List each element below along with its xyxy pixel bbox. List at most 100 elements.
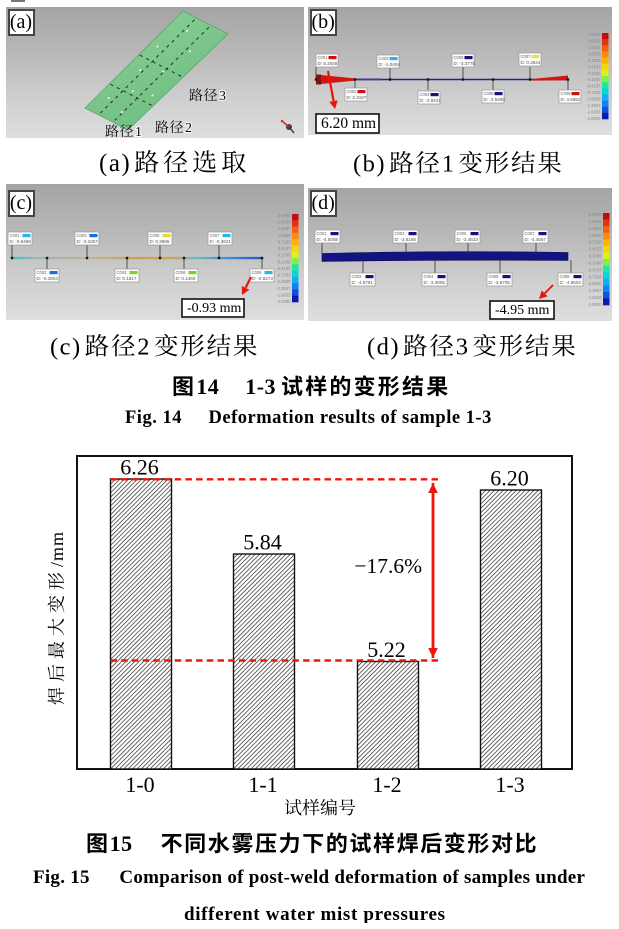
svg-text:-2.0000: -2.0000: [587, 302, 602, 307]
svg-text:D: -3.4633: D: -3.4633: [457, 237, 479, 242]
svg-text:D: 2.3197: D: 2.3197: [347, 95, 367, 100]
svg-text:2: 2: [185, 121, 192, 136]
svg-text:(c): (c): [50, 334, 82, 361]
svg-text:-1.0500: -1.0500: [276, 279, 291, 284]
svg-text:D: -2.9241: D: -2.9241: [420, 98, 442, 103]
svg-text:C001: C001: [317, 231, 328, 236]
svg-text:1.3667: 1.3667: [278, 226, 291, 231]
svg-text:D: -0.8486: D: -0.8486: [10, 239, 32, 244]
svg-text:D: -0.2357: D: -0.2357: [77, 239, 99, 244]
svg-text:1-0: 1-0: [125, 772, 154, 797]
svg-text:5.84: 5.84: [243, 530, 282, 555]
svg-text:D: -3.3775: D: -3.3775: [454, 61, 476, 66]
svg-text:C008: C008: [560, 274, 571, 279]
svg-text:C001: C001: [10, 233, 21, 238]
svg-text:(b): (b): [353, 150, 386, 177]
svg-text:2: 2: [137, 334, 151, 361]
svg-text:1.3667: 1.3667: [589, 226, 602, 231]
svg-text:-2.0000: -2.0000: [586, 116, 601, 121]
svg-text:C006: C006: [176, 270, 187, 275]
svg-text:6.20: 6.20: [490, 466, 529, 491]
svg-text:D: 4.6652: D: 4.6652: [561, 97, 581, 102]
svg-text:-0.1000: -0.1000: [276, 259, 291, 264]
svg-text:C003: C003: [77, 233, 88, 238]
svg-text:14: 14: [196, 374, 219, 399]
svg-text:1.0500: 1.0500: [278, 233, 291, 238]
svg-text:−17.6%: −17.6%: [354, 554, 422, 578]
svg-text:1.0500: 1.0500: [588, 51, 601, 56]
svg-text:-1.6833: -1.6833: [276, 292, 291, 297]
svg-text:1.6833: 1.6833: [588, 38, 601, 43]
svg-text:0.4167: 0.4167: [588, 64, 601, 69]
svg-text:-2.0000: -2.0000: [276, 299, 291, 304]
svg-text:0.1000: 0.1000: [278, 253, 291, 258]
svg-text:-1.0500: -1.0500: [587, 281, 602, 286]
svg-text:(d): (d): [367, 334, 400, 361]
svg-text:D: 0.1469: D: 0.1469: [176, 276, 196, 281]
svg-text:-0.7333: -0.7333: [276, 273, 291, 278]
svg-text:D: 0.2644: D: 0.2644: [521, 60, 541, 65]
svg-text:-4.95 mm: -4.95 mm: [495, 303, 550, 318]
svg-text:D: -4.6761: D: -4.6761: [352, 280, 374, 285]
svg-text:C005: C005: [454, 55, 465, 60]
svg-text:D: 0.1817: D: 0.1817: [117, 276, 137, 281]
svg-text:-0.1000: -0.1000: [587, 260, 602, 265]
svg-text:C001: C001: [318, 55, 329, 60]
svg-text:-1.6833: -1.6833: [587, 295, 602, 300]
svg-text:C007: C007: [521, 54, 532, 59]
svg-text:-0.7333: -0.7333: [587, 274, 602, 279]
svg-text:D: -0.3804: D: -0.3804: [37, 276, 59, 281]
svg-text:D: -2.5490: D: -2.5490: [484, 97, 506, 102]
svg-text:-1.0500: -1.0500: [586, 97, 601, 102]
svg-text:0.7333: 0.7333: [589, 240, 602, 245]
svg-text:C003: C003: [379, 56, 390, 61]
svg-text:1: 1: [135, 125, 142, 138]
svg-text:C003: C003: [395, 231, 406, 236]
svg-text:0.7333: 0.7333: [588, 58, 601, 63]
svg-text:(a): (a): [99, 150, 131, 177]
svg-text:C006: C006: [489, 274, 500, 279]
svg-text:1-3: 1-3: [495, 772, 524, 797]
svg-text:0.4167: 0.4167: [278, 246, 291, 251]
svg-text:D: -3.3805: D: -3.3805: [424, 280, 446, 285]
svg-text:-0.4167: -0.4167: [586, 84, 601, 89]
svg-text:-1.3667: -1.3667: [587, 288, 602, 293]
svg-text:3: 3: [219, 89, 226, 104]
svg-text:D: -3.8705: D: -3.8705: [489, 280, 511, 285]
svg-text:1.6833: 1.6833: [589, 219, 602, 224]
svg-text:2: 2: [185, 121, 192, 136]
svg-text:C004: C004: [117, 270, 128, 275]
svg-text:C002: C002: [347, 89, 358, 94]
svg-text:-0.4167: -0.4167: [276, 266, 291, 271]
svg-text:0.1000: 0.1000: [589, 254, 602, 259]
svg-text:C005: C005: [457, 231, 468, 236]
svg-text:6.26: 6.26: [120, 455, 159, 480]
svg-text:5.22: 5.22: [367, 637, 406, 662]
svg-text:Deformation results of sample: Deformation results of sample 1-3: [209, 408, 492, 428]
svg-text:D: 6.2048: D: 6.2048: [318, 61, 338, 66]
svg-text:C006: C006: [484, 91, 495, 96]
svg-text:Fig. 15: Fig. 15: [33, 867, 90, 888]
svg-text:D: -3.6165: D: -3.6165: [395, 237, 417, 242]
svg-text:C005: C005: [150, 233, 161, 238]
svg-text:0.7333: 0.7333: [278, 239, 291, 244]
svg-text:different water mist pressures: different water mist pressures: [184, 904, 446, 923]
svg-text:-0.93 mm: -0.93 mm: [187, 301, 242, 316]
svg-text:-1.6833: -1.6833: [586, 110, 601, 115]
svg-text:1-2: 1-2: [372, 772, 401, 797]
svg-text:C007: C007: [525, 231, 536, 236]
svg-text:1: 1: [442, 150, 456, 177]
svg-text:C002: C002: [352, 274, 363, 279]
svg-text:C004: C004: [424, 274, 435, 279]
svg-text:-0.4167: -0.4167: [587, 267, 602, 272]
svg-text:-1.3667: -1.3667: [586, 103, 601, 108]
svg-text:1.3667: 1.3667: [588, 45, 601, 50]
svg-text:C008: C008: [561, 91, 572, 96]
svg-text:3: 3: [219, 89, 226, 104]
svg-text:0.4167: 0.4167: [589, 247, 602, 252]
svg-text:1-1: 1-1: [248, 772, 277, 797]
svg-text:D: -4.5008: D: -4.5008: [317, 237, 339, 242]
svg-text:D: -1.0404: D: -1.0404: [379, 62, 401, 67]
svg-text:C008: C008: [252, 270, 263, 275]
svg-text:15: 15: [110, 831, 133, 856]
